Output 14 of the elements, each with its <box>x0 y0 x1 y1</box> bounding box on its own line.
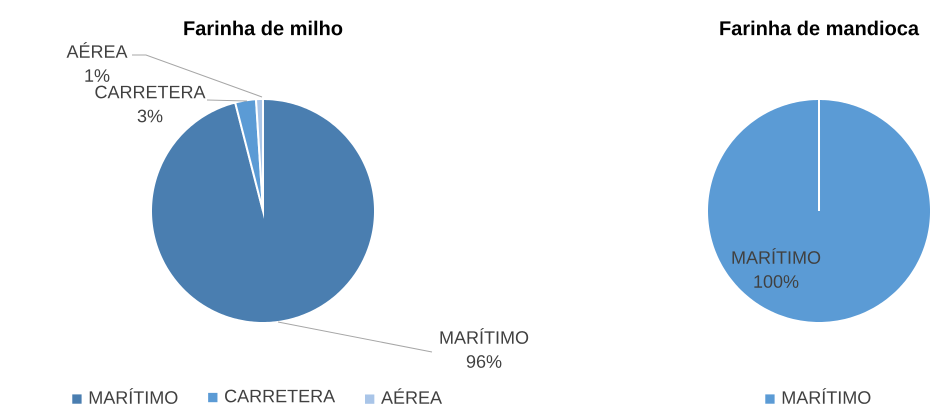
chart-title: Farinha de milho <box>184 20 342 36</box>
slice-label: CARRETERA <box>95 86 206 98</box>
data-label: 96% <box>466 355 502 368</box>
legend-label: AÉREA <box>381 388 442 404</box>
data-label: 1% <box>85 69 110 82</box>
slice-label: MARÍTIMO <box>732 248 820 264</box>
legend-label: CARRETERA <box>225 390 336 402</box>
data-label: 100% <box>754 275 798 288</box>
chart-title: Farinha de mandioca <box>720 20 920 36</box>
legend-label: MARÍTIMO <box>782 388 870 404</box>
data-label: 3% <box>138 110 162 122</box>
slice-label: MARÍTIMO <box>440 328 528 344</box>
legend-label: MARÍTIMO <box>90 388 178 404</box>
slice-label: AÉREA <box>66 42 128 58</box>
